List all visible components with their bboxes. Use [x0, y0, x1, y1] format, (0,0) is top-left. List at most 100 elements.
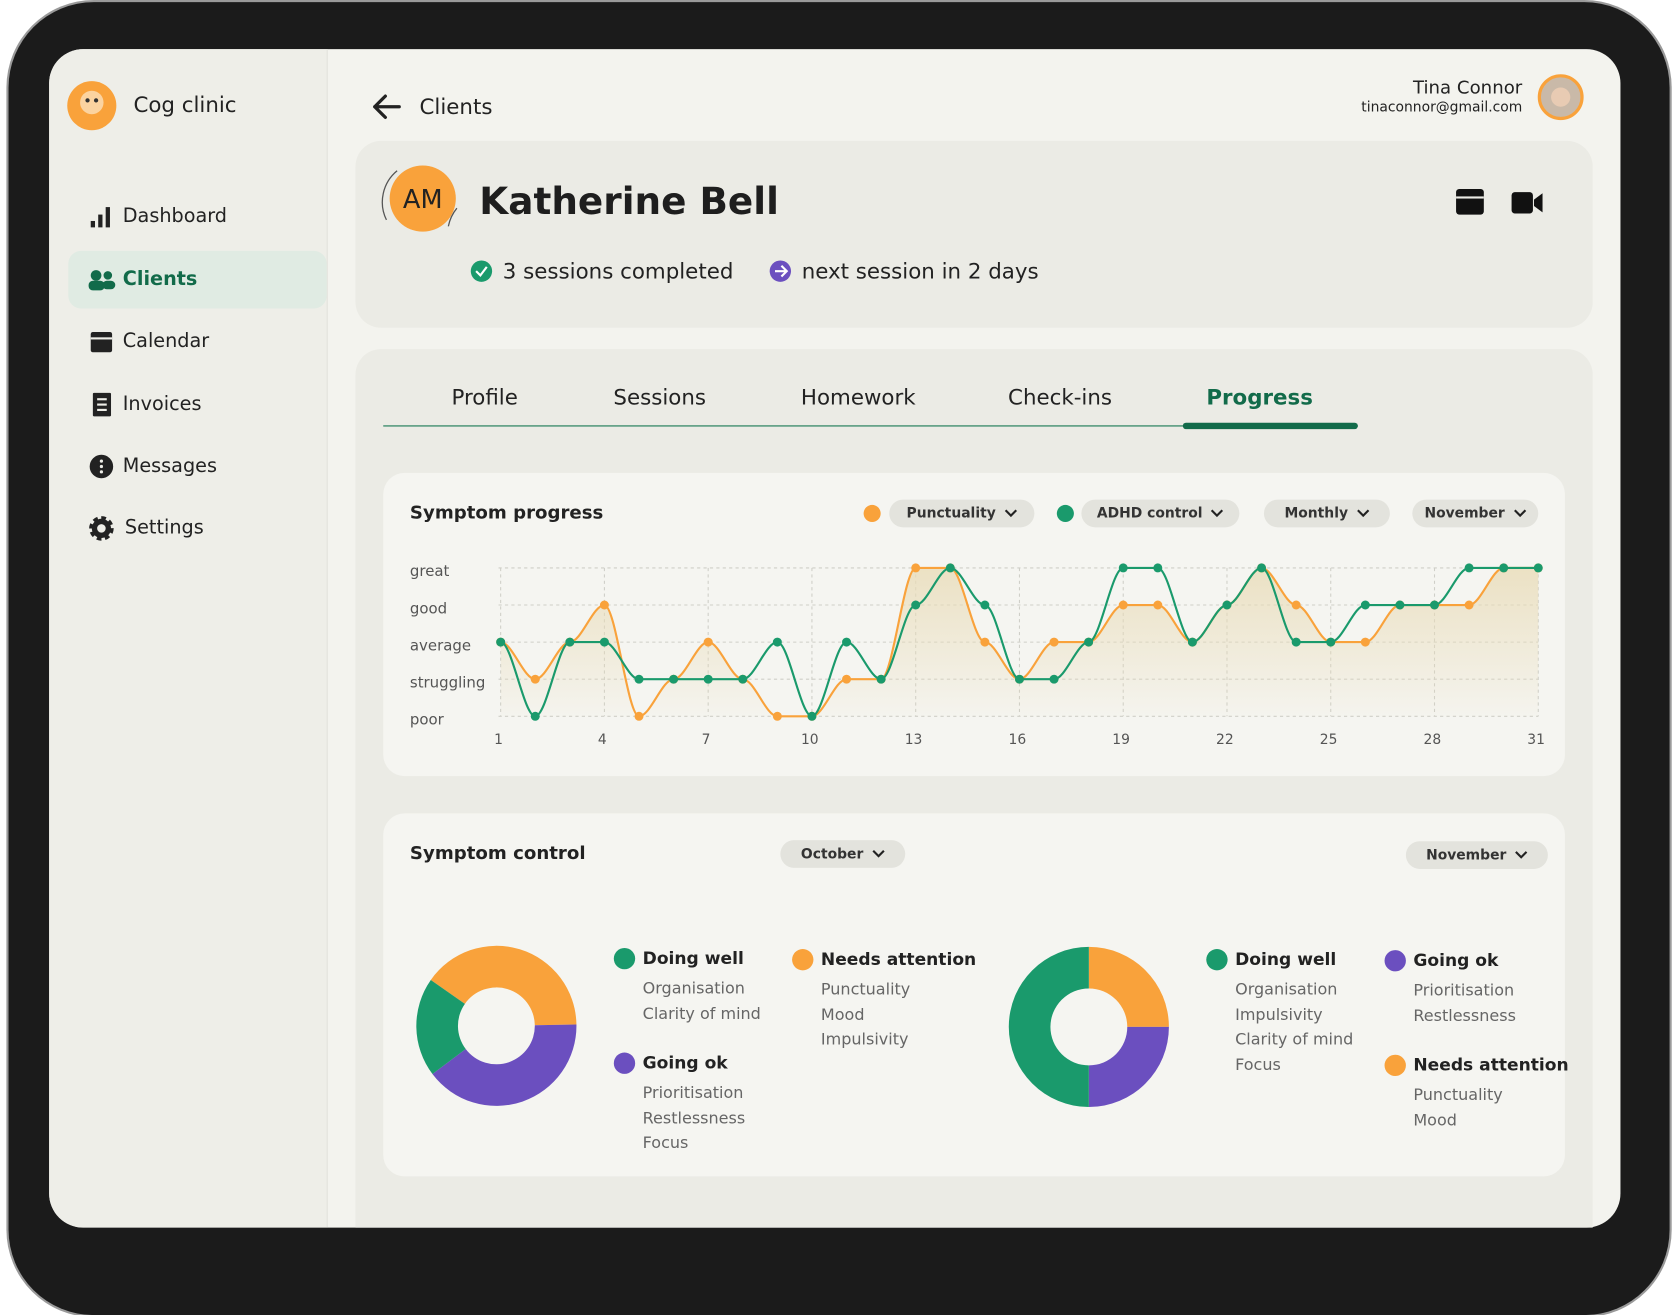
nav-icon [105, 207, 110, 228]
point [599, 600, 609, 610]
point [1049, 637, 1059, 647]
point [772, 637, 782, 647]
check-icon [470, 260, 493, 282]
dropdown-label: Punctuality [906, 505, 996, 522]
client-initials: AM [402, 184, 443, 215]
tab[interactable]: Check-ins [1008, 384, 1113, 410]
legend-item: Punctuality [820, 979, 911, 999]
period-dropdown[interactable]: November [1405, 841, 1548, 869]
nav-icon [102, 280, 116, 290]
tab[interactable]: Sessions [613, 384, 707, 410]
legend-item: Mood [1413, 1110, 1457, 1130]
dropdown-label: Monthly [1284, 505, 1349, 522]
legend-label: Going ok [642, 1052, 728, 1073]
nav-icon [88, 280, 105, 291]
donut-slice [432, 1024, 577, 1106]
y-tick-label: poor [410, 711, 445, 729]
x-tick-label: 31 [1527, 732, 1545, 748]
calendar-button[interactable] [1456, 188, 1484, 215]
point [876, 674, 886, 684]
client-avatar [389, 165, 456, 232]
brand-name: Cog clinic [133, 91, 237, 118]
y-tick-label: average [410, 636, 471, 654]
legend-item: Focus [642, 1133, 689, 1153]
legend-dot [613, 1052, 636, 1074]
chevron [872, 850, 885, 858]
point [634, 674, 644, 684]
nav-icon [99, 459, 104, 463]
avatar-arc [381, 170, 398, 221]
user-avatar-face [1551, 87, 1571, 107]
nav-item[interactable]: Messages [122, 454, 218, 478]
back-label[interactable]: Clients [419, 93, 493, 120]
tab[interactable]: Progress [1206, 384, 1313, 410]
legend-item: Organisation [1235, 979, 1338, 999]
calendar-band [1456, 196, 1484, 199]
tab[interactable]: Profile [451, 384, 518, 410]
chevron-path [872, 850, 885, 858]
legend-label: Needs attention [1413, 1054, 1569, 1075]
series-dropdown[interactable]: ADHD control [1081, 499, 1240, 528]
chevron [1513, 509, 1526, 518]
point [980, 600, 990, 610]
point [530, 711, 540, 721]
page: Cog clinic {"sidebar": {"brand": "Cog cl… [8, 2, 1670, 1315]
legend-item: Restlessness [642, 1108, 746, 1128]
point [496, 637, 506, 647]
y-tick-label: good [410, 599, 447, 617]
point [1014, 674, 1024, 684]
point [1464, 563, 1474, 573]
legend-label: Needs attention [820, 949, 977, 970]
sidebar [49, 49, 328, 1228]
period-dropdown[interactable]: October [780, 840, 906, 868]
nav-icon [103, 271, 113, 280]
logo-eye [93, 98, 99, 103]
nav-item[interactable]: Settings [124, 516, 204, 540]
next-session: next session in 2 days [801, 258, 1039, 284]
filter-dropdown[interactable]: Monthly [1263, 499, 1390, 528]
x-tick-label: 25 [1320, 732, 1338, 748]
filter-dropdown[interactable]: November [1412, 499, 1539, 528]
point [530, 674, 540, 684]
video-button[interactable] [1511, 192, 1533, 214]
nav-icon [97, 408, 107, 411]
point [1153, 600, 1163, 610]
nav-icon [90, 270, 102, 281]
chevron [1356, 509, 1370, 518]
point [1291, 637, 1301, 647]
legend-dot [792, 949, 814, 971]
client-name: Katherine Bell [479, 180, 779, 224]
legend-item: Mood [820, 1004, 865, 1024]
nav-item[interactable]: Dashboard [122, 204, 228, 228]
tab[interactable]: Homework [800, 384, 916, 410]
point [1222, 600, 1232, 610]
nav-icon [99, 464, 104, 469]
point [1360, 637, 1370, 647]
legend-item: Impulsivity [1235, 1004, 1323, 1024]
chevron-path [1513, 509, 1526, 518]
user-email: tinaconnor@gmail.com [1361, 99, 1523, 116]
point [1533, 563, 1543, 573]
avatar-arc [447, 207, 458, 227]
nav-icon [90, 331, 113, 353]
nav-active-bg [68, 250, 327, 309]
nav-item[interactable]: Calendar [122, 329, 210, 353]
point [669, 674, 679, 684]
point [703, 674, 713, 684]
y-tick-label: struggling [410, 673, 485, 691]
legend-dot [1384, 950, 1406, 972]
user-name: Tina Connor [1412, 77, 1523, 99]
donut-slice [416, 979, 466, 1075]
nav-item[interactable]: Invoices [122, 392, 202, 416]
point [980, 637, 990, 647]
point [911, 600, 921, 610]
x-tick-label: 22 [1216, 732, 1234, 748]
x-tick-label: 7 [702, 732, 711, 748]
series-dropdown[interactable]: Punctuality [889, 499, 1035, 528]
back-arrow [373, 94, 401, 120]
donut-slice [1088, 1026, 1169, 1107]
nav-item[interactable]: Clients [122, 267, 198, 291]
point [565, 637, 575, 647]
point [807, 711, 817, 721]
video-lens [1533, 193, 1543, 213]
